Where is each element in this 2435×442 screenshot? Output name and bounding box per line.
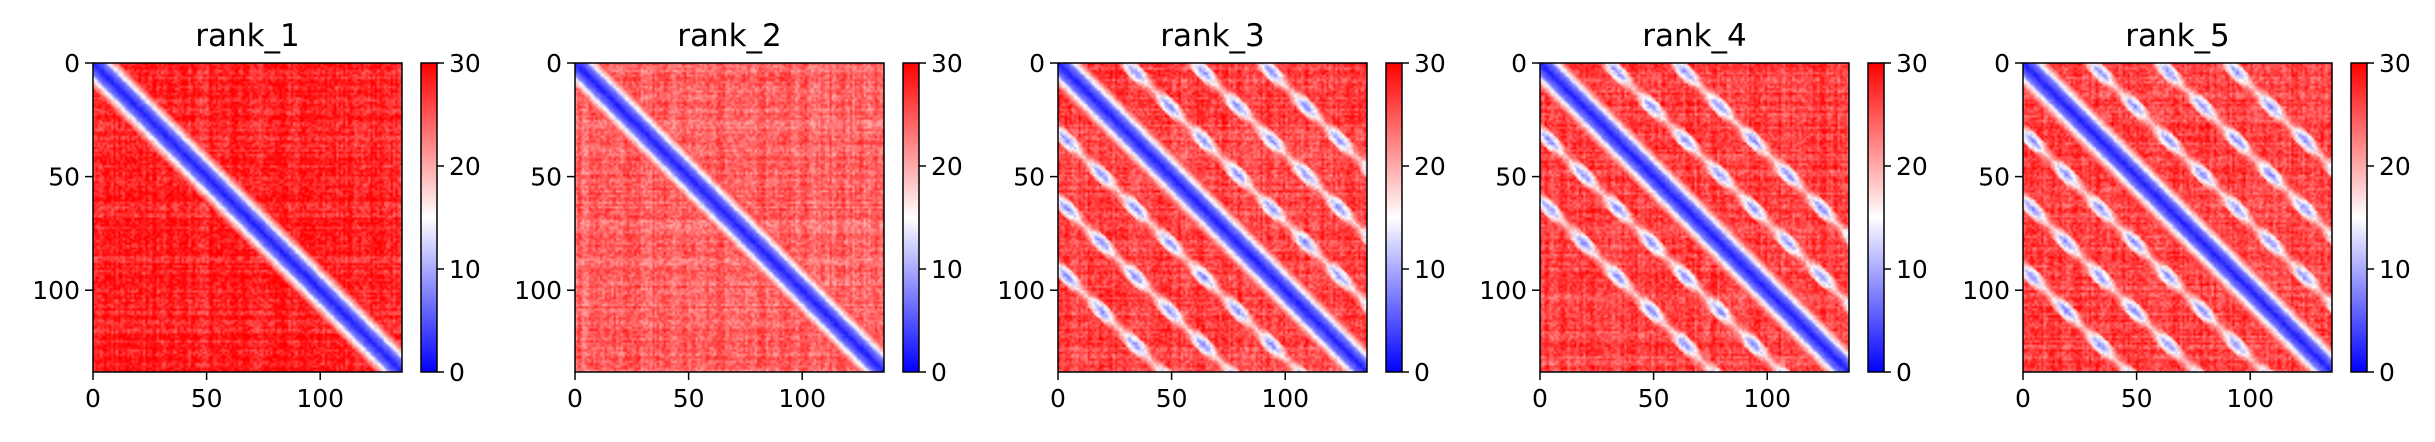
y-tick-label: 100	[997, 276, 1045, 305]
colorbar-tick-label: 10	[1414, 255, 1446, 284]
panel-title: rank_3	[1160, 18, 1265, 54]
colorbar-tick-label: 10	[931, 255, 963, 284]
colorbar-tick-label: 30	[2379, 49, 2411, 78]
panel-rank_5: rank_5 0 50 100 0 50 100 0 10 20 30	[1962, 18, 2411, 413]
colorbar	[420, 62, 438, 373]
x-tick-label: 100	[1261, 384, 1309, 413]
x-tick-label: 100	[296, 384, 344, 413]
y-tick-label: 0	[64, 49, 80, 78]
colorbar-tick-label: 10	[449, 255, 481, 284]
x-tick-label: 50	[1156, 384, 1188, 413]
panel-title: rank_2	[677, 18, 782, 54]
heatmap-image	[1540, 63, 1849, 372]
heatmap-frame	[1057, 62, 1368, 373]
colorbar	[902, 62, 920, 373]
y-tick-label: 100	[1962, 276, 2010, 305]
heatmap-frame	[574, 62, 885, 373]
colorbar-tick-label: 20	[931, 152, 963, 181]
heatmap-frame	[2022, 62, 2333, 373]
colorbar	[2350, 62, 2368, 373]
colorbar-tick-label: 30	[449, 49, 481, 78]
colorbar-tick-label: 20	[449, 152, 481, 181]
panel-rank_3: rank_3 0 50 100 0 50 100 0 10 20 30	[997, 18, 1446, 413]
colorbar-tick-label: 0	[449, 358, 465, 387]
colorbar-tick-label: 30	[1414, 49, 1446, 78]
x-tick-label: 100	[2226, 384, 2274, 413]
y-tick-label: 50	[1978, 163, 2010, 192]
panel-title: rank_5	[2125, 18, 2230, 54]
colorbar-tick-label: 30	[1896, 49, 1928, 78]
y-tick-label: 100	[32, 276, 80, 305]
panel-rank_1: rank_1 0 50 100 0 50 100 0 10 20 30	[32, 18, 481, 413]
colorbar-tick-label: 0	[1896, 358, 1912, 387]
y-tick-label: 0	[1994, 49, 2010, 78]
panel-title: rank_4	[1642, 18, 1747, 54]
colorbar	[1867, 62, 1885, 373]
x-tick-label: 0	[1050, 384, 1066, 413]
x-tick-label: 50	[191, 384, 223, 413]
heatmap-frame	[1539, 62, 1850, 373]
x-tick-label: 100	[1743, 384, 1791, 413]
colorbar-tick-label: 0	[1414, 358, 1430, 387]
x-tick-label: 100	[778, 384, 826, 413]
y-tick-label: 100	[1479, 276, 1527, 305]
heatmap-image	[575, 63, 884, 372]
y-tick-label: 100	[514, 276, 562, 305]
panel-rank_2: rank_2 0 50 100 0 50 100 0 10 20 30	[514, 18, 963, 413]
panel-title: rank_1	[195, 18, 300, 54]
x-tick-label: 0	[2015, 384, 2031, 413]
heatmap-frame	[92, 62, 403, 373]
colorbar-tick-label: 20	[2379, 152, 2411, 181]
colorbar	[1385, 62, 1403, 373]
colorbar-tick-label: 30	[931, 49, 963, 78]
y-tick-label: 0	[1511, 49, 1527, 78]
heatmap-image	[2023, 63, 2332, 372]
x-tick-label: 50	[1638, 384, 1670, 413]
colorbar-tick-label: 10	[2379, 255, 2411, 284]
heatmap-image	[1058, 63, 1367, 372]
x-tick-label: 50	[2121, 384, 2153, 413]
y-tick-label: 50	[1495, 163, 1527, 192]
y-tick-label: 0	[1029, 49, 1045, 78]
y-tick-label: 50	[48, 163, 80, 192]
panel-rank_4: rank_4 0 50 100 0 50 100 0 10 20 30	[1479, 18, 1928, 413]
x-tick-label: 0	[567, 384, 583, 413]
y-tick-label: 0	[546, 49, 562, 78]
colorbar-tick-label: 20	[1896, 152, 1928, 181]
x-tick-label: 50	[673, 384, 705, 413]
colorbar-tick-label: 0	[931, 358, 947, 387]
x-tick-label: 0	[1532, 384, 1548, 413]
colorbar-tick-label: 20	[1414, 152, 1446, 181]
y-tick-label: 50	[1013, 163, 1045, 192]
colorbar-tick-label: 10	[1896, 255, 1928, 284]
heatmap-image	[93, 63, 402, 372]
colorbar-tick-label: 0	[2379, 358, 2395, 387]
y-tick-label: 50	[530, 163, 562, 192]
x-tick-label: 0	[85, 384, 101, 413]
